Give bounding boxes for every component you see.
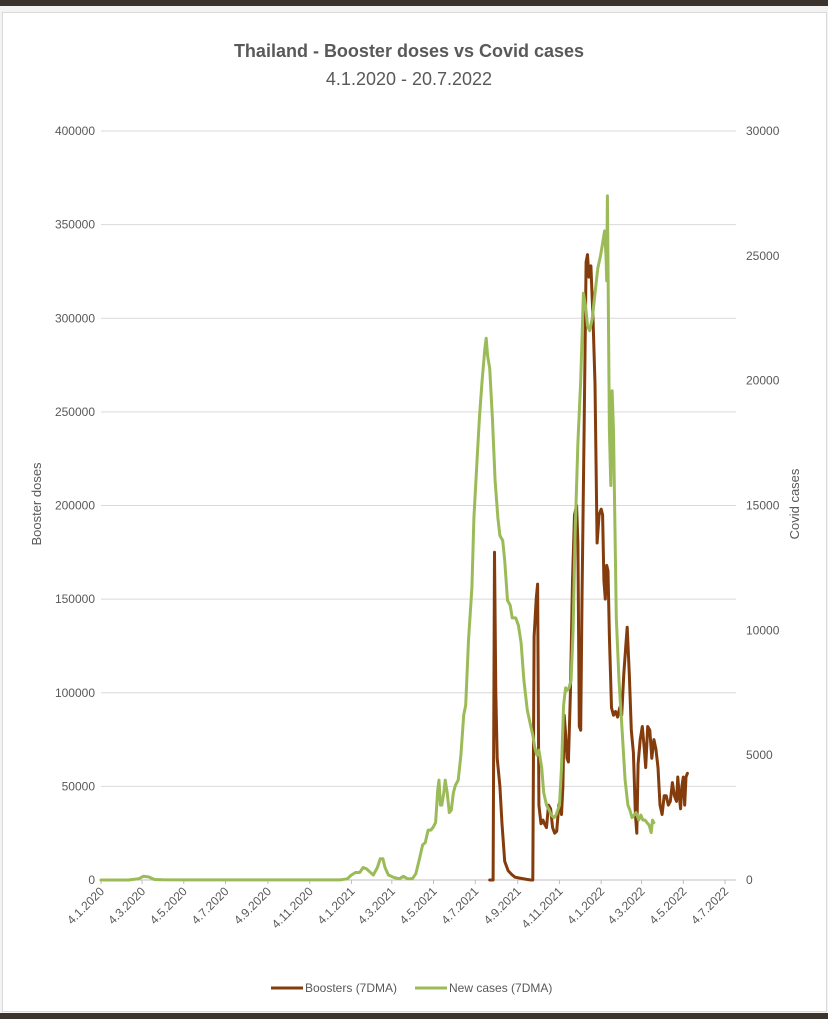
series-lines — [99, 194, 689, 882]
x-tick-label: 4.7.2022 — [688, 884, 731, 927]
right-tick-label: 0 — [746, 873, 753, 887]
x-tick-label: 4.3.2022 — [605, 884, 648, 927]
x-tick-label: 4.7.2021 — [438, 884, 481, 927]
right-tick-label: 15000 — [746, 499, 780, 513]
x-tick-label: 4.5.2022 — [646, 884, 689, 927]
left-tick-label: 100000 — [55, 686, 95, 700]
right-axis-label: Covid cases — [787, 468, 802, 539]
right-tick-label: 20000 — [746, 374, 780, 388]
legend: Boosters (7DMA) New cases (7DMA) — [271, 981, 552, 995]
gridlines — [101, 130, 736, 881]
left-tick-label: 150000 — [55, 592, 95, 606]
x-tick-label: 4.3.2020 — [105, 884, 148, 927]
left-tick-label: 50000 — [62, 779, 96, 793]
x-tick-label: 4.11.2021 — [519, 884, 566, 931]
bottom-border — [0, 1013, 828, 1019]
right-axis-ticks: 0 5000 10000 15000 20000 25000 30000 — [746, 124, 780, 887]
x-tick-label: 4.9.2021 — [481, 884, 524, 927]
x-tick-label: 4.11.2020 — [269, 884, 316, 931]
right-tick-label: 5000 — [746, 748, 773, 762]
left-axis-ticks: 0 50000 100000 150000 200000 250000 300000 3500… — [55, 124, 95, 887]
top-border — [0, 0, 828, 6]
chart-subtitle: 4.1.2020 - 20.7.2022 — [326, 69, 492, 89]
series-new-cases-line — [99, 194, 656, 882]
left-tick-label: 0 — [88, 873, 95, 887]
right-tick-label: 10000 — [746, 623, 780, 637]
x-tick-label: 4.1.2022 — [564, 884, 607, 927]
left-tick-label: 250000 — [55, 405, 95, 419]
legend-label: New cases (7DMA) — [449, 981, 552, 995]
left-tick-label: 300000 — [55, 311, 95, 325]
x-tick-label: 4.9.2020 — [231, 884, 274, 927]
x-tick-label: 4.5.2021 — [397, 884, 440, 927]
x-tick-label: 4.1.2021 — [315, 884, 358, 927]
chart-area: Thailand - Booster doses vs Covid cases … — [2, 12, 827, 1012]
x-tick-label: 4.7.2020 — [189, 884, 232, 927]
x-tick-label: 4.3.2021 — [355, 884, 398, 927]
series-boosters-line — [488, 253, 689, 882]
x-tick-label: 4.1.2020 — [64, 884, 107, 927]
left-tick-label: 200000 — [55, 499, 95, 513]
left-tick-label: 350000 — [55, 218, 95, 232]
chart-svg: Thailand - Booster doses vs Covid cases … — [29, 41, 802, 995]
left-axis-label: Booster doses — [29, 462, 44, 546]
chart-title: Thailand - Booster doses vs Covid cases — [234, 41, 584, 61]
right-tick-label: 30000 — [746, 124, 780, 138]
legend-label: Boosters (7DMA) — [305, 981, 397, 995]
right-tick-label: 25000 — [746, 249, 780, 263]
x-tick-label: 4.5.2020 — [147, 884, 190, 927]
left-tick-label: 400000 — [55, 124, 95, 138]
